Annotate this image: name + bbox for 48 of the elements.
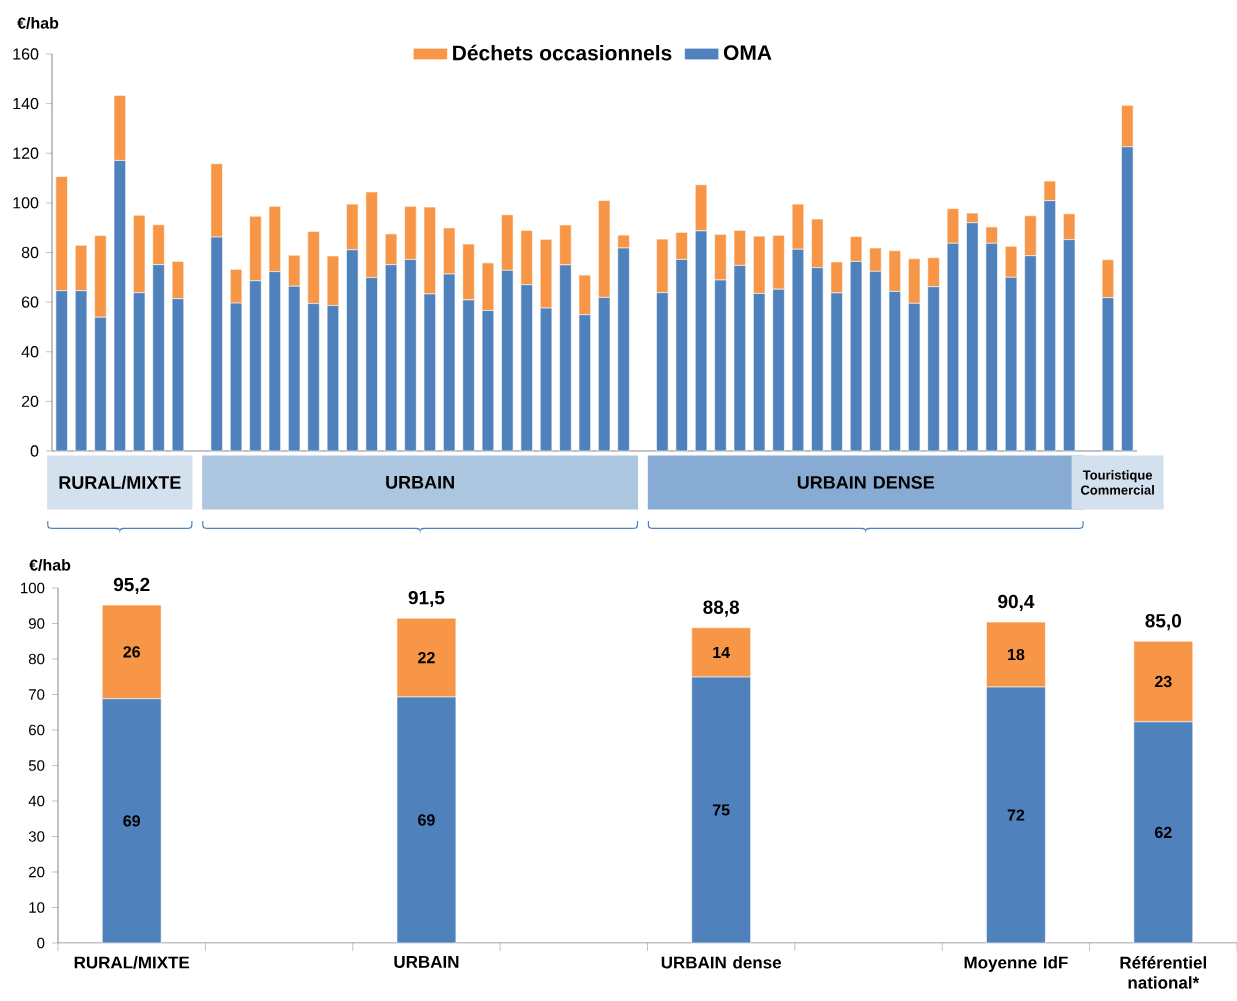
y-tick-label: 0: [30, 445, 39, 457]
y-tick-label: 80: [28, 653, 45, 665]
data-label: 14: [713, 646, 731, 658]
data-label: 72: [1007, 809, 1025, 821]
y-tick-label: 40: [21, 346, 39, 358]
y-axis-title: €/hab: [17, 17, 59, 29]
y-tick-label: 30: [28, 831, 45, 842]
y-tick-label: 60: [29, 724, 45, 736]
y-tick-label: 20: [29, 866, 45, 878]
text: URBAIN: [386, 476, 454, 489]
total-label: 88,8: [703, 600, 740, 617]
data-label: 23: [1154, 675, 1172, 688]
text: Touristique Commercial: [1080, 470, 1154, 495]
text: RURAL/MIXTE: [59, 475, 181, 490]
legend-label: Déchets occasionnels: [453, 44, 672, 61]
y-tick-label: 160: [13, 48, 39, 60]
y-tick-label: 140: [13, 97, 39, 110]
total-label: 95,2: [113, 577, 150, 594]
x-tick-label: URBAIN dense: [661, 956, 782, 969]
data-label: 69: [418, 814, 435, 826]
data-label: 75: [712, 804, 730, 816]
x-tick-label: Moyenne IdF: [964, 956, 1068, 972]
data-label: 18: [1008, 648, 1025, 661]
y-axis-title: €/hab: [29, 559, 71, 571]
y-tick-label: 60: [21, 296, 39, 308]
y-tick-label: 100: [21, 582, 45, 594]
total-label: 91,5: [408, 590, 445, 608]
x-tick-label: RURAL/MIXTE: [74, 956, 190, 969]
y-tick-label: 100: [13, 197, 39, 209]
y-tick-label: 50: [28, 760, 45, 771]
y-tick-label: 120: [13, 147, 39, 159]
y-tick-label: 80: [21, 246, 39, 259]
data-label: 22: [418, 651, 435, 664]
legend-label: OMA: [723, 45, 772, 61]
y-tick-label: 90: [28, 618, 45, 629]
data-label: 69: [123, 815, 141, 827]
x-tick-label: Référentiel national*: [1120, 956, 1207, 989]
data-label: 26: [123, 646, 141, 658]
total-label: 90,4: [998, 594, 1035, 612]
y-tick-label: 20: [21, 395, 39, 408]
y-tick-label: 40: [28, 795, 45, 807]
y-tick-label: 0: [37, 937, 45, 949]
y-tick-label: 70: [29, 689, 45, 700]
x-tick-label: URBAIN: [394, 956, 459, 968]
total-label: 85,0: [1145, 613, 1182, 631]
y-tick-label: 10: [29, 902, 45, 913]
data-label: 62: [1155, 826, 1172, 839]
text: URBAIN DENSE: [797, 476, 935, 489]
